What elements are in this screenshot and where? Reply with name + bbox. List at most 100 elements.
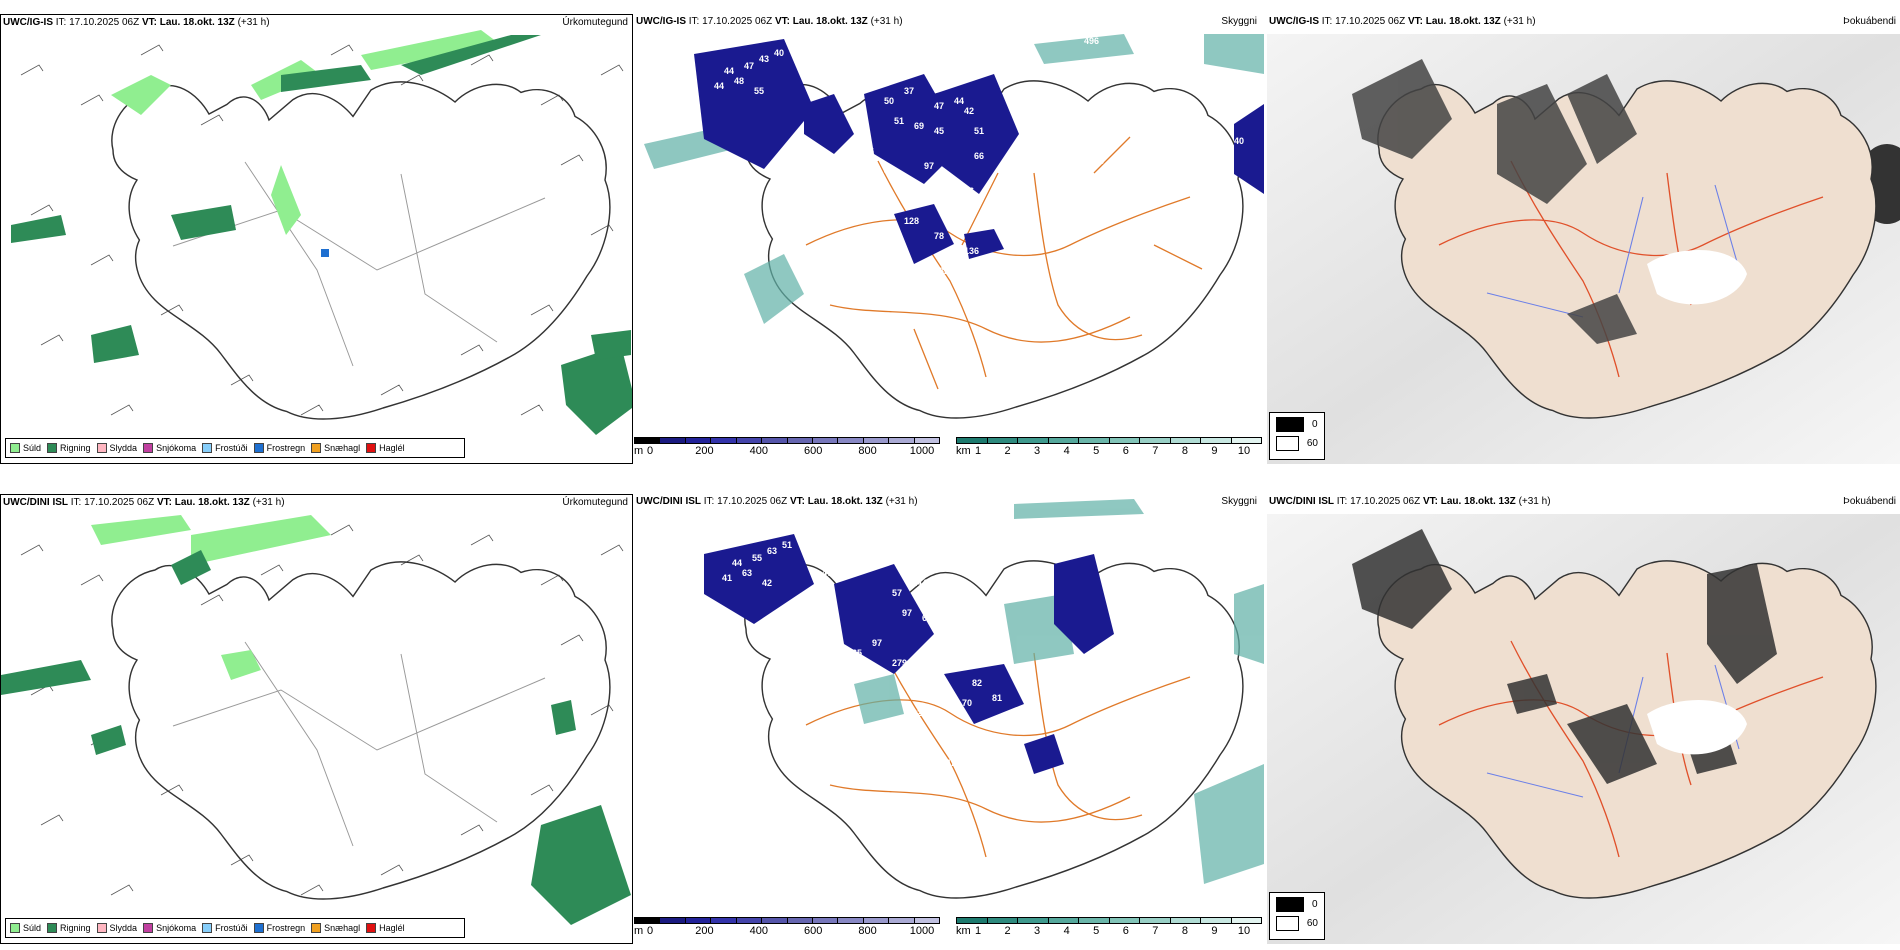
legend-swatch	[366, 923, 377, 933]
scale-color-cell	[1079, 918, 1110, 923]
scale-tick-label: 4	[1063, 925, 1070, 937]
vis-value-label: 44	[954, 96, 964, 106]
scale-color-cell	[838, 918, 864, 923]
vis-value-label: 98	[934, 196, 944, 206]
panel-header: UWC/DINI ISL IT: 17.10.2025 06Z VT: Lau.…	[3, 497, 285, 508]
scale-color-cell	[812, 918, 839, 923]
precip-legend-item: Snæhagl	[311, 923, 360, 933]
fog-map-top	[1267, 34, 1900, 464]
fog-legend-item: 0	[1276, 417, 1318, 432]
vis-value-label: 37	[904, 86, 914, 96]
scale-tick-label: 800	[858, 445, 877, 457]
vis-value-label: 58	[942, 618, 952, 628]
scale-tick-label: 600	[804, 925, 823, 937]
vis-value-label: 42	[762, 578, 772, 588]
legend-label: Rigning	[60, 923, 91, 933]
vis-title: Skyggni	[1221, 496, 1257, 507]
clear-area	[1647, 700, 1747, 755]
scale-tick-label: 1000	[909, 925, 935, 937]
panel-header: UWC/DINI ISL IT: 17.10.2025 06Z VT: Lau.…	[1269, 496, 1551, 507]
vis-value-label: 49	[884, 166, 894, 176]
legend-label: Snæhagl	[324, 443, 361, 453]
vis-value-label: 96	[1002, 748, 1012, 758]
wind-barbs	[20, 524, 624, 896]
vis-value-label: 128	[904, 216, 919, 226]
vis-value-label: 57	[954, 206, 964, 216]
scale-color-cell	[685, 918, 712, 923]
precip-legend-item: Snjókoma	[143, 443, 196, 453]
scale-color-cell	[685, 438, 712, 443]
vis-value-label: 97	[924, 161, 934, 171]
scale-color-cell	[1201, 918, 1232, 923]
legend-swatch	[47, 443, 58, 453]
vis-panel-top: 44 47 43 40 44 48 55 36 50 37 47 44 51 69 45 42 51 66 59 49…	[634, 14, 1267, 464]
legend-label: Slydda	[109, 443, 138, 453]
vis-value-label: 47	[934, 101, 944, 111]
precip-legend-item: Haglél	[366, 923, 405, 933]
scale-tick-label: 2	[1004, 925, 1011, 937]
vis-value-label: 32	[912, 708, 922, 718]
legend-swatch	[366, 443, 377, 453]
precip-legend-item: Rigning	[47, 443, 91, 453]
legend-swatch	[10, 443, 20, 453]
scale-tick-label: 200	[695, 445, 714, 457]
scale-color-cell	[1231, 918, 1261, 923]
vis-value-label: 66	[1074, 186, 1084, 196]
scale-tick-label: 1000	[909, 445, 935, 457]
fog-legend-item: 60	[1276, 916, 1318, 931]
vis-value-label: 496	[1084, 36, 1099, 46]
vis-value-label: 48	[734, 76, 744, 86]
rain-areas	[1, 550, 631, 925]
legend-swatch	[1276, 417, 1304, 432]
scale-tick-label: 9	[1211, 445, 1218, 457]
scale-color-cell	[762, 918, 788, 923]
scale-tick-label: 6	[1122, 925, 1129, 937]
legend-label: Snæhagl	[324, 923, 361, 933]
precip-legend-item: Haglél	[366, 443, 405, 453]
scale-color-strip	[634, 437, 940, 444]
vis-value-label: 77	[942, 593, 952, 603]
precip-map-bottom	[1, 515, 631, 925]
vis-value-label: 45	[934, 126, 944, 136]
vis-value-label: 51	[782, 540, 792, 550]
precip-legend: Súld Rigning Slydda Snjókoma Frostúði Frostre…	[5, 438, 465, 458]
legend-label: Frostregn	[266, 443, 306, 453]
fog-dark-areas	[1352, 59, 1637, 344]
scale-tick-label: 400	[749, 445, 768, 457]
scale-tick-label: 1	[974, 925, 982, 937]
vis-value-label: 51	[894, 116, 904, 126]
legend-swatch	[253, 443, 264, 453]
scale-color-cell	[635, 918, 661, 923]
legend-label: 0	[1312, 419, 1318, 430]
legend-label: Haglél	[379, 443, 405, 453]
scale-color-strip	[956, 437, 1262, 444]
scale-tick-label: 3	[1034, 445, 1041, 457]
vis-panel-bottom: 44 55 63 51 41 63 42 47 57 144 77 98 97 66 58 60 90 97 65 2…	[634, 494, 1267, 944]
scale-color-cell	[1201, 438, 1232, 443]
vis-value-label: 90	[982, 618, 992, 628]
scale-tick-label: 5	[1093, 925, 1100, 937]
scale-m: m 0 200 400 600 800 1000	[634, 917, 940, 938]
vis-value-label: 86	[932, 653, 942, 663]
vis-value-label: 40	[1234, 136, 1244, 146]
legend-swatch	[10, 923, 20, 933]
scale-color-cell	[660, 918, 686, 923]
vis-value-label: 112	[942, 758, 957, 768]
precip-title: Úrkomutegund	[562, 17, 628, 28]
vis-value-label: 795	[1154, 31, 1169, 41]
scale-color-cell	[660, 438, 686, 443]
scale-tick-label: 10	[1237, 445, 1251, 457]
vis-value-label: 63	[767, 546, 777, 556]
precip-legend-item: Snæhagl	[311, 443, 360, 453]
legend-label: Slydda	[109, 923, 138, 933]
vis-value-label: 44	[714, 81, 724, 91]
vis-value-label: 94	[972, 738, 982, 748]
scale-color-cell	[863, 918, 890, 923]
precip-legend-item: Rigning	[47, 923, 91, 933]
scale-km: km 1 2 3 4 5 6 7 8 9 10	[956, 437, 1262, 458]
vis-value-label: 16	[1094, 156, 1104, 166]
scale-color-cell	[1231, 438, 1261, 443]
scale-color-cell	[838, 438, 864, 443]
